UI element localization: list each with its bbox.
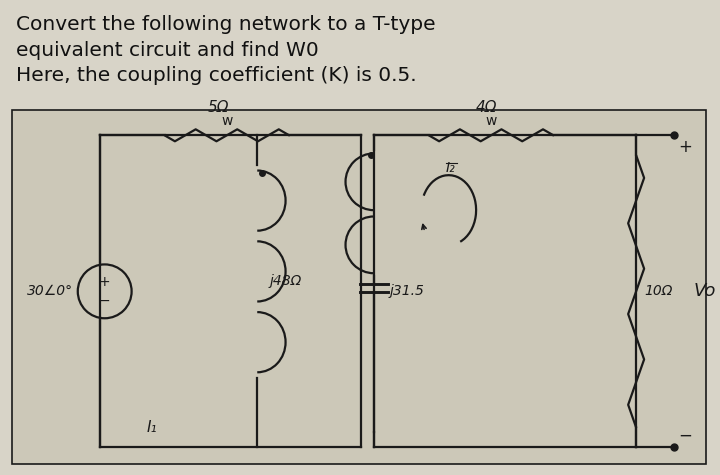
Bar (12, 110, 706, 465)
Text: j48Ω: j48Ω (269, 275, 302, 288)
Text: −: − (99, 294, 110, 308)
Text: I₂: I₂ (446, 161, 456, 175)
Text: w: w (221, 114, 233, 128)
Text: Convert the following network to a T-type: Convert the following network to a T-typ… (16, 15, 436, 34)
Text: 30∠0°: 30∠0° (27, 285, 73, 298)
Text: equivalent circuit and find W0: equivalent circuit and find W0 (16, 40, 319, 59)
Text: +: + (99, 276, 110, 289)
Text: 5Ω: 5Ω (208, 100, 230, 115)
Text: w: w (485, 114, 497, 128)
Text: I₁: I₁ (146, 420, 157, 435)
Text: Vo: Vo (694, 282, 716, 300)
Text: −: − (678, 427, 692, 445)
Text: Here, the coupling coefficient (K) is 0.5.: Here, the coupling coefficient (K) is 0.… (16, 66, 417, 85)
Text: +: + (678, 138, 692, 156)
Text: j31.5: j31.5 (390, 285, 425, 298)
Text: 10Ω: 10Ω (644, 285, 672, 298)
Text: 4Ω: 4Ω (475, 100, 497, 115)
